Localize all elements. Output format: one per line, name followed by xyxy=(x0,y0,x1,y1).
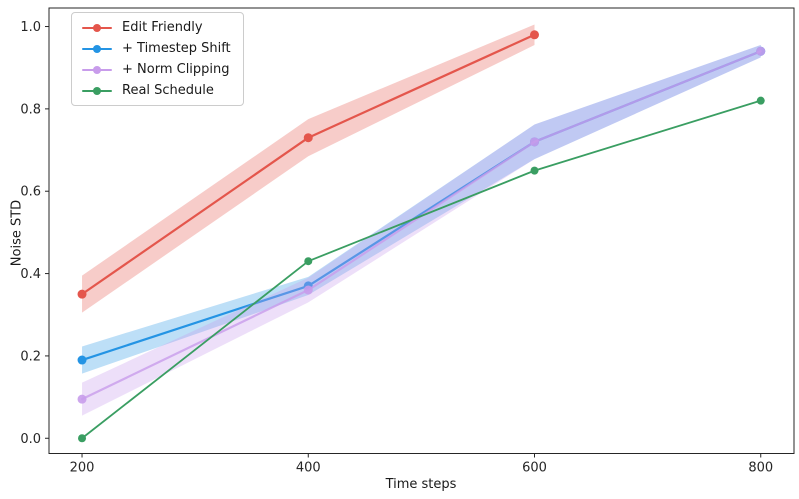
legend-line-sample xyxy=(82,44,112,53)
legend-marker-dot xyxy=(93,65,101,74)
legend-marker-dot xyxy=(93,86,101,95)
series-real-schedule xyxy=(78,96,765,443)
legend-item-label: Real Schedule xyxy=(122,83,214,98)
y-tick-label: 1.0 xyxy=(20,20,41,35)
legend: Edit Friendly + Timestep Shift + Norm Clip… xyxy=(71,12,244,106)
y-tick-label: 0.2 xyxy=(20,349,41,364)
x-tick-label: 400 xyxy=(296,461,321,476)
legend-marker-dot xyxy=(93,23,101,32)
legend-marker-dot xyxy=(93,44,101,53)
y-tick-label: 0.8 xyxy=(20,102,41,117)
series-line xyxy=(81,99,762,440)
legend-item-label: Edit Friendly xyxy=(122,20,203,35)
data-point-marker xyxy=(530,30,540,40)
data-point-marker xyxy=(530,166,539,175)
data-point-marker xyxy=(303,285,313,295)
x-tick-label: 200 xyxy=(70,461,95,476)
data-point-marker xyxy=(756,96,765,105)
legend-item: + Timestep Shift xyxy=(82,41,231,56)
error-band xyxy=(82,45,761,416)
data-point-marker xyxy=(78,434,87,443)
y-axis-label: Noise STD xyxy=(9,199,25,267)
legend-item-label: + Norm Clipping xyxy=(122,62,230,77)
y-tick-label: 0.0 xyxy=(20,432,41,447)
data-point-marker xyxy=(303,133,313,143)
legend-item: Real Schedule xyxy=(82,83,231,98)
legend-line-sample xyxy=(82,86,112,95)
x-axis-label: Time steps xyxy=(385,477,457,492)
legend-item-label: + Timestep Shift xyxy=(122,41,231,56)
x-tick-label: 800 xyxy=(748,461,773,476)
y-tick-label: 0.6 xyxy=(20,185,41,200)
data-point-marker xyxy=(304,257,313,266)
data-point-marker xyxy=(530,137,540,147)
data-point-marker xyxy=(756,46,766,56)
data-point-marker xyxy=(77,289,87,299)
error-band xyxy=(82,24,535,313)
data-point-marker xyxy=(77,394,87,404)
data-point-marker xyxy=(77,355,87,365)
legend-item: Edit Friendly xyxy=(82,20,231,35)
legend-line-sample xyxy=(82,65,112,74)
y-tick-label: 0.4 xyxy=(20,267,41,282)
error-band xyxy=(82,45,761,374)
x-tick-label: 600 xyxy=(522,461,547,476)
plot-frame xyxy=(48,7,795,454)
legend-item: + Norm Clipping xyxy=(82,62,231,77)
series-edit-friendly xyxy=(77,24,540,313)
legend-line-sample xyxy=(82,23,112,32)
